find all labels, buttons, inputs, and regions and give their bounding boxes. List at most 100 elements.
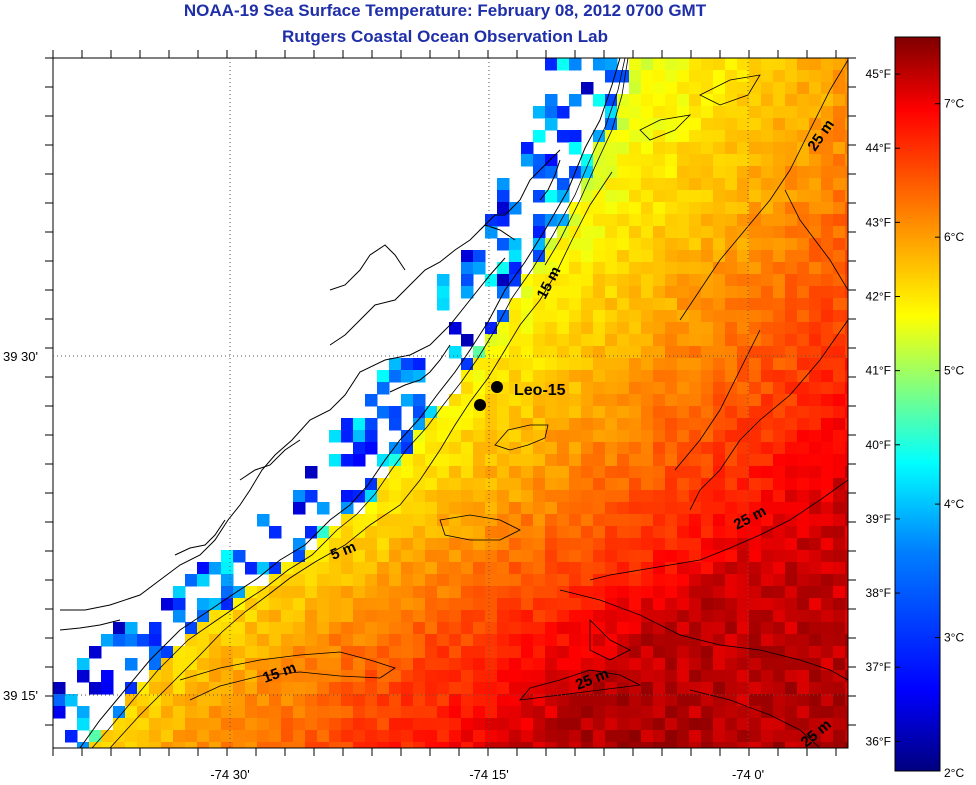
- sst-pixel: [617, 226, 630, 239]
- sst-pixel: [473, 346, 486, 359]
- sst-pixel: [629, 526, 642, 539]
- sst-pixel: [413, 586, 426, 599]
- sst-pixel: [737, 58, 750, 71]
- sst-pixel: [761, 178, 774, 191]
- sst-pixel: [701, 538, 714, 551]
- sst-pixel: [341, 610, 354, 623]
- sst-pixel: [701, 682, 714, 695]
- sst-pixel: [533, 574, 546, 587]
- sst-pixel: [713, 358, 726, 371]
- sst-pixel: [821, 262, 834, 275]
- sst-pixel: [317, 694, 330, 707]
- sst-pixel: [461, 502, 474, 515]
- colorbar-celsius-labels: 7°C6°C5°C4°C3°C2°C: [944, 97, 964, 780]
- sst-pixel: [521, 706, 534, 719]
- y-tick-label: 39 30': [3, 349, 38, 364]
- sst-pixel: [641, 382, 654, 395]
- sst-pixel: [593, 358, 606, 371]
- sst-pixel: [389, 406, 402, 419]
- sst-pixel: [533, 658, 546, 671]
- sst-pixel: [689, 382, 702, 395]
- sst-pixel: [833, 346, 846, 359]
- sst-pixel: [329, 658, 342, 671]
- sst-pixel: [605, 202, 618, 215]
- sst-pixel: [689, 130, 702, 143]
- sst-pixel: [749, 142, 762, 155]
- sst-pixel: [629, 262, 642, 275]
- sst-pixel: [653, 526, 666, 539]
- sst-pixel: [845, 370, 848, 383]
- sst-pixel: [497, 682, 510, 695]
- sst-pixel: [689, 310, 702, 323]
- sst-pixel: [317, 658, 330, 671]
- sst-pixel: [305, 574, 318, 587]
- sst-pixel: [773, 154, 786, 167]
- sst-pixel: [581, 478, 594, 491]
- sst-pixel: [353, 526, 366, 539]
- sst-pixel: [725, 610, 738, 623]
- sst-pixel: [653, 682, 666, 695]
- sst-pixel: [605, 610, 618, 623]
- sst-pixel: [221, 670, 234, 683]
- sst-pixel: [533, 562, 546, 575]
- sst-pixel: [701, 706, 714, 719]
- sst-pixel: [773, 742, 786, 748]
- sst-pixel: [677, 658, 690, 671]
- sst-pixel: [377, 586, 390, 599]
- sst-pixel: [593, 538, 606, 551]
- sst-pixel: [533, 370, 546, 383]
- sst-pixel: [521, 394, 534, 407]
- sst-pixel: [809, 58, 822, 71]
- sst-pixel: [797, 550, 810, 563]
- sst-pixel: [473, 574, 486, 587]
- sst-pixel: [617, 658, 630, 671]
- sst-pixel: [761, 394, 774, 407]
- sst-pixel: [797, 94, 810, 107]
- sst-pixel: [797, 586, 810, 599]
- sst-pixel: [413, 658, 426, 671]
- sst-pixel: [821, 622, 834, 635]
- sst-pixel: [677, 478, 690, 491]
- sst-pixel: [581, 334, 594, 347]
- sst-pixel: [641, 586, 654, 599]
- sst-pixel: [761, 82, 774, 95]
- sst-pixel: [833, 442, 846, 455]
- sst-pixel: [809, 358, 822, 371]
- sst-pixel: [725, 706, 738, 719]
- sst-pixel: [77, 718, 90, 731]
- sst-pixel: [413, 550, 426, 563]
- sst-pixel: [593, 334, 606, 347]
- sst-pixel: [413, 562, 426, 575]
- sst-pixel: [725, 70, 738, 83]
- sst-pixel: [689, 226, 702, 239]
- sst-pixel: [713, 634, 726, 647]
- sst-pixel: [677, 634, 690, 647]
- sst-pixel: [845, 238, 848, 251]
- sst-pixel: [341, 658, 354, 671]
- sst-pixel: [665, 82, 678, 95]
- sst-pixel: [725, 550, 738, 563]
- sst-pixel: [845, 718, 848, 731]
- sst-pixel: [761, 442, 774, 455]
- sst-pixel: [845, 742, 848, 748]
- sst-pixel: [809, 622, 822, 635]
- sst-pixel: [641, 82, 654, 95]
- sst-pixel: [593, 466, 606, 479]
- sst-pixel: [833, 682, 846, 695]
- sst-pixel: [809, 82, 822, 95]
- sst-pixel: [737, 130, 750, 143]
- sst-pixel: [833, 118, 846, 131]
- sst-pixel: [245, 694, 258, 707]
- sst-pixel: [281, 586, 294, 599]
- sst-pixel: [581, 610, 594, 623]
- sst-pixel: [785, 718, 798, 731]
- sst-pixel: [425, 598, 438, 611]
- sst-pixel: [569, 586, 582, 599]
- sst-pixel: [485, 406, 498, 419]
- sst-pixel: [509, 310, 522, 323]
- sst-pixel: [545, 406, 558, 419]
- sst-pixel: [701, 550, 714, 563]
- sst-pixel: [677, 490, 690, 503]
- sst-pixel: [113, 706, 126, 719]
- sst-pixel: [401, 598, 414, 611]
